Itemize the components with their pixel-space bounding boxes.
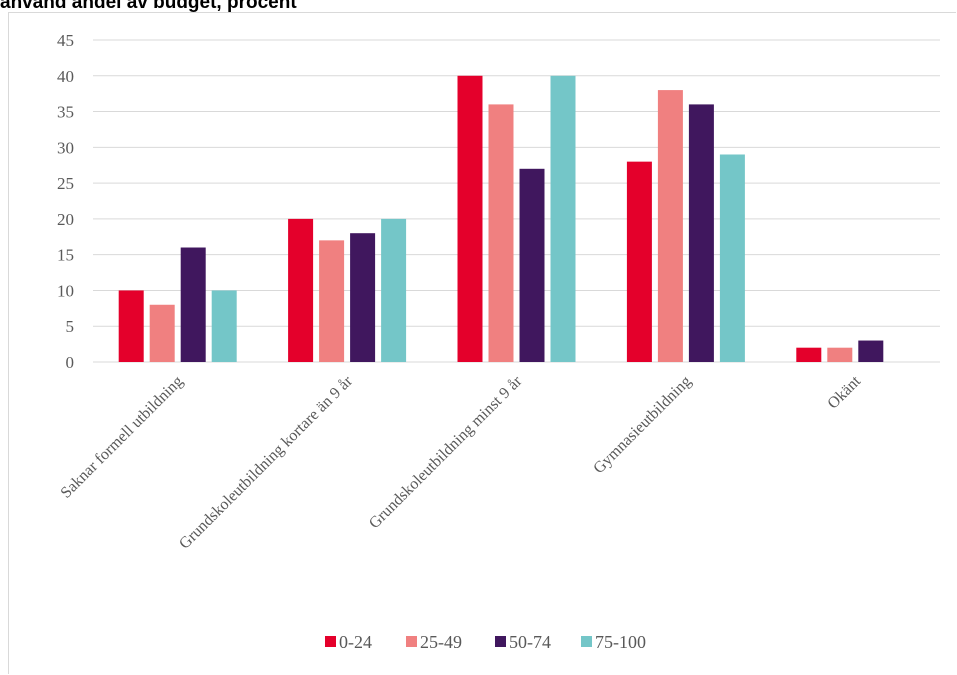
- legend-swatch: [495, 636, 506, 647]
- bar: [519, 168, 545, 362]
- x-tick-label: Gymnasieutbildning: [590, 373, 694, 477]
- bar: [180, 247, 206, 362]
- bar: [211, 290, 237, 362]
- x-tick-label: Okänt: [824, 372, 864, 412]
- y-tick-label: 5: [66, 317, 75, 336]
- y-tick-label: 45: [57, 31, 74, 50]
- bar: [457, 75, 483, 363]
- legend-label: 0-24: [339, 632, 372, 652]
- bar: [319, 240, 345, 362]
- bar: [118, 290, 144, 362]
- legend-swatch: [406, 636, 417, 647]
- bar: [149, 304, 175, 362]
- chart-title: använd andel av budget, procent: [0, 0, 297, 13]
- bar: [719, 154, 745, 362]
- bar: [626, 161, 652, 362]
- bar: [488, 104, 514, 363]
- bar: [350, 233, 376, 362]
- bar: [550, 75, 576, 363]
- legend-label: 25-49: [420, 632, 462, 652]
- x-tick-label: Grundskoleutbildning kortare än 9 år: [176, 372, 356, 552]
- y-tick-label: 25: [57, 174, 74, 193]
- bar: [657, 90, 683, 362]
- y-tick-label: 10: [57, 281, 74, 300]
- chart-frame: [8, 12, 956, 674]
- x-tick-label: Saknar formell utbildning: [58, 373, 187, 502]
- y-tick-label: 40: [57, 67, 74, 86]
- y-tick-label: 35: [57, 103, 74, 122]
- y-tick-label: 20: [57, 210, 74, 229]
- x-tick-label: Grundskoleutbildning minst 9 år: [366, 372, 526, 532]
- y-tick-label: 30: [57, 138, 74, 157]
- y-axis-ticks: 0 5 10 15 20 25 30 35 40 45: [57, 31, 74, 372]
- y-tick-label: 15: [57, 246, 74, 265]
- bar: [858, 340, 884, 362]
- bar: [827, 347, 853, 362]
- bar: [688, 104, 714, 363]
- legend: 0-24 25-49 50-74 75-100: [325, 632, 646, 652]
- legend-swatch: [325, 636, 336, 647]
- bar: [796, 347, 822, 362]
- bars: [118, 75, 884, 363]
- legend-swatch: [581, 636, 592, 647]
- x-axis-labels: Saknar formell utbildningGrundskoleutbil…: [58, 372, 865, 552]
- legend-label: 50-74: [509, 632, 551, 652]
- y-tick-label: 0: [66, 353, 75, 372]
- bar: [288, 218, 314, 362]
- legend-label: 75-100: [595, 632, 646, 652]
- bar: [381, 218, 407, 362]
